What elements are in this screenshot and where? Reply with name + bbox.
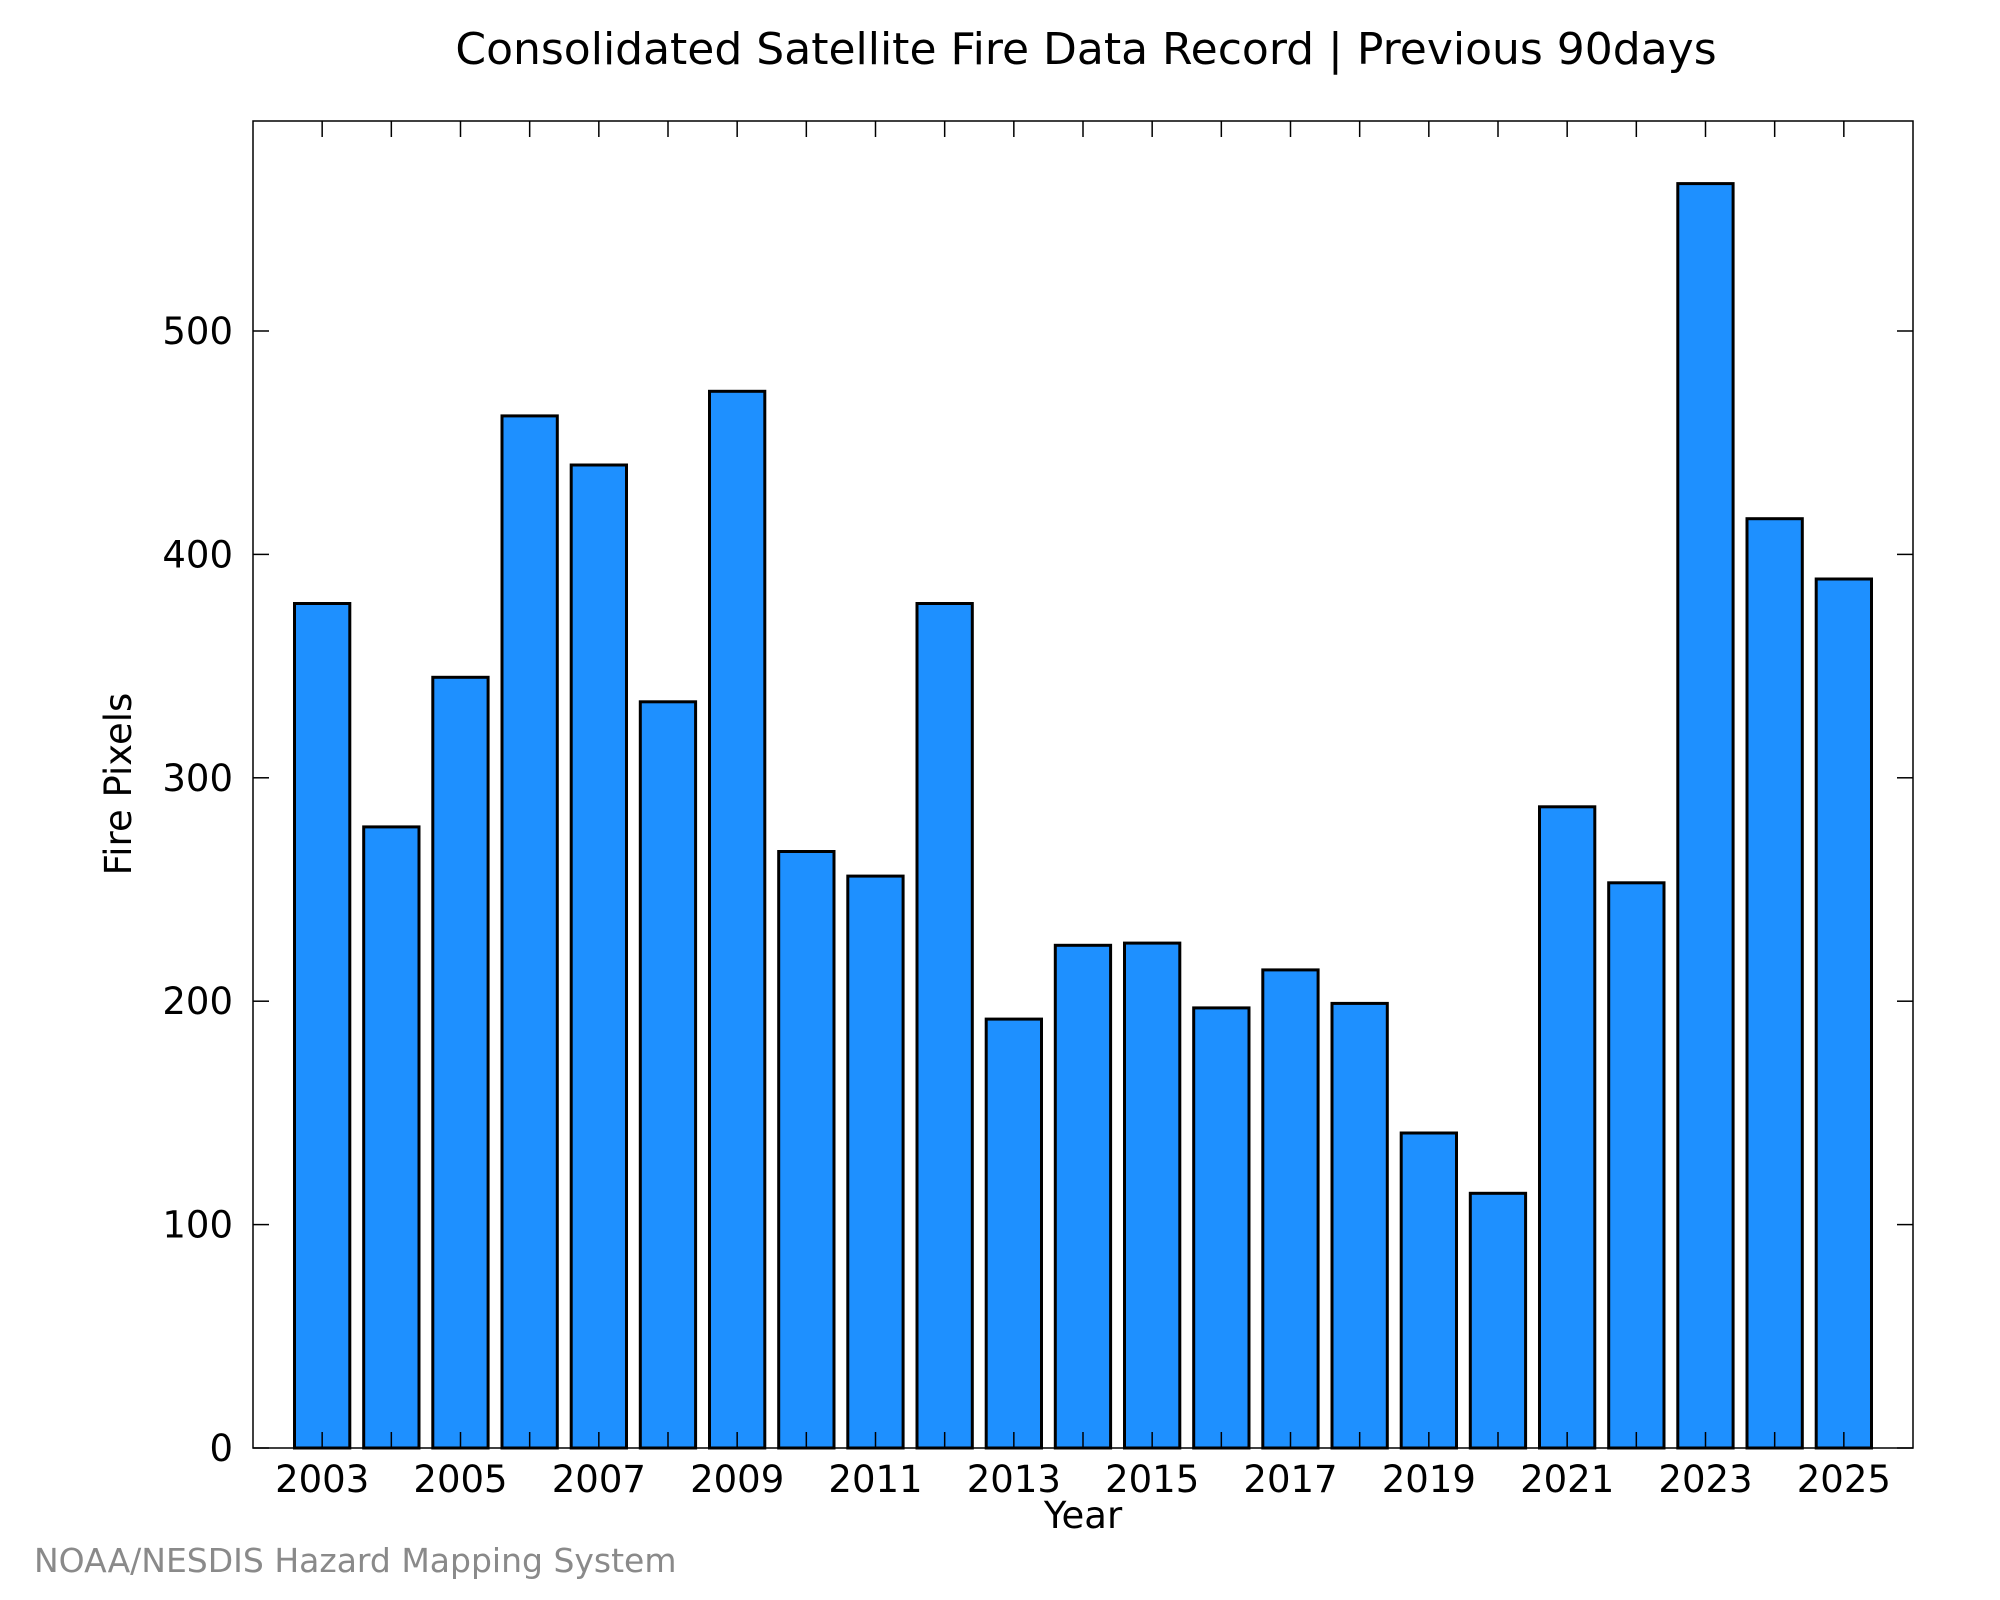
- x-tick-label: 2021: [1520, 1458, 1614, 1501]
- bar-2019: [1399, 1131, 1458, 1450]
- bar-2021: [1538, 805, 1597, 1450]
- bar-2009: [708, 389, 767, 1450]
- y-tick-label: 300: [162, 757, 233, 800]
- ticks-layer: [253, 121, 1913, 1449]
- bars-layer: [293, 182, 1873, 1450]
- bar-2004: [362, 825, 421, 1450]
- bar-2020: [1468, 1191, 1528, 1450]
- bar-2011: [846, 874, 905, 1450]
- bar-2010: [777, 850, 836, 1450]
- x-tick-label: 2009: [690, 1458, 784, 1501]
- x-tick-labels: 2003 2005 2007 2009 2011 2013 2015 2017 2019 2021…: [275, 1458, 1891, 1501]
- chart-title: Consolidated Satellite Fire Data Record …: [455, 24, 1716, 75]
- bar-2015: [1123, 941, 1182, 1450]
- bar-2016: [1192, 1006, 1251, 1450]
- bar-2022: [1607, 881, 1666, 1450]
- x-tick-label: 2015: [1105, 1458, 1199, 1501]
- x-tick-label: 2013: [967, 1458, 1061, 1501]
- bar-2024: [1745, 517, 1804, 1450]
- bar-2005: [431, 675, 490, 1450]
- x-tick-label: 2019: [1382, 1458, 1476, 1501]
- y-tick-label: 0: [209, 1427, 233, 1470]
- bar-2007: [569, 463, 629, 1450]
- bar-2018: [1330, 1001, 1389, 1450]
- x-tick-label: 2011: [828, 1458, 922, 1501]
- x-axis-label: Year: [1043, 1494, 1123, 1537]
- bar-2008: [638, 700, 698, 1450]
- bar-2025: [1814, 577, 1873, 1450]
- y-tick-label: 100: [162, 1204, 233, 1247]
- bar-2013: [984, 1017, 1044, 1450]
- y-tick-label: 200: [162, 980, 233, 1023]
- bar-2003: [293, 602, 352, 1450]
- bar-2023: [1676, 182, 1735, 1450]
- y-tick-label: 500: [162, 310, 233, 353]
- x-tick-label: 2017: [1243, 1458, 1337, 1501]
- bar-2014: [1053, 943, 1113, 1450]
- bar-2012: [915, 602, 974, 1450]
- x-tick-label: 2025: [1797, 1458, 1891, 1501]
- x-tick-label: 2005: [413, 1458, 507, 1501]
- x-tick-label: 2023: [1658, 1458, 1752, 1501]
- source-credit: NOAA/NESDIS Hazard Mapping System: [34, 1541, 677, 1580]
- x-tick-label: 2003: [275, 1458, 369, 1501]
- y-tick-labels: 0 100 200 300 400 500: [162, 310, 233, 1470]
- y-tick-label: 400: [162, 533, 233, 576]
- x-tick-label: 2007: [552, 1458, 646, 1501]
- y-axis-label: Fire Pixels: [97, 693, 140, 876]
- bar-2006: [500, 414, 559, 1450]
- bar-2017: [1261, 968, 1320, 1450]
